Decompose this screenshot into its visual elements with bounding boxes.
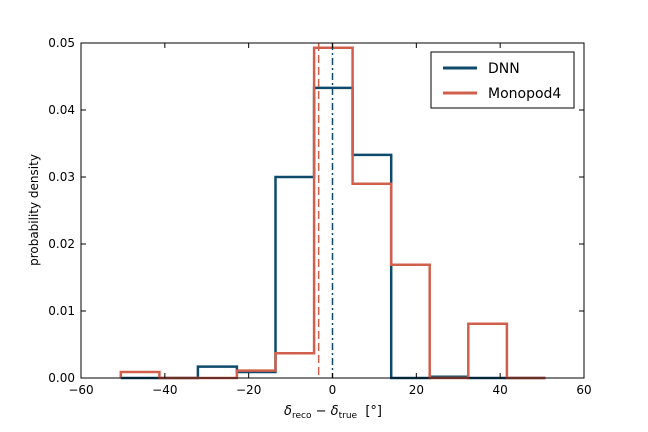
x-tick-label: −40 (152, 383, 177, 397)
y-tick-label: 0.00 (48, 371, 75, 385)
y-axis-label: probability density (27, 154, 41, 266)
axis-ticks: −60 −40 −20 0 20 40 60 0.00 0.01 0.02 0.03 0.04 0.05 (48, 36, 591, 397)
legend-box (430, 51, 575, 109)
legend-label-dnn: DNN (488, 61, 520, 77)
x-tick-label: 0 (329, 383, 337, 397)
x-axis-label: δreco − δtrue [°] (284, 404, 382, 421)
y-tick-label: 0.02 (48, 237, 75, 251)
x-tick-label: 40 (493, 383, 508, 397)
x-tick-label: 60 (576, 383, 591, 397)
x-tick-label: −60 (68, 383, 93, 397)
x-tick-label: −20 (236, 383, 261, 397)
y-tick-label: 0.04 (48, 103, 75, 117)
legend: DNN Monopod4 (430, 51, 575, 109)
y-tick-label: 0.03 (48, 170, 75, 184)
y-tick-label: 0.05 (48, 36, 75, 50)
histogram-series-dnn (120, 86, 546, 380)
x-tick-label: 20 (409, 383, 424, 397)
y-tick-label: 0.01 (48, 304, 75, 318)
legend-label-monopod4: Monopod4 (488, 86, 561, 102)
median-markers (317, 43, 334, 378)
